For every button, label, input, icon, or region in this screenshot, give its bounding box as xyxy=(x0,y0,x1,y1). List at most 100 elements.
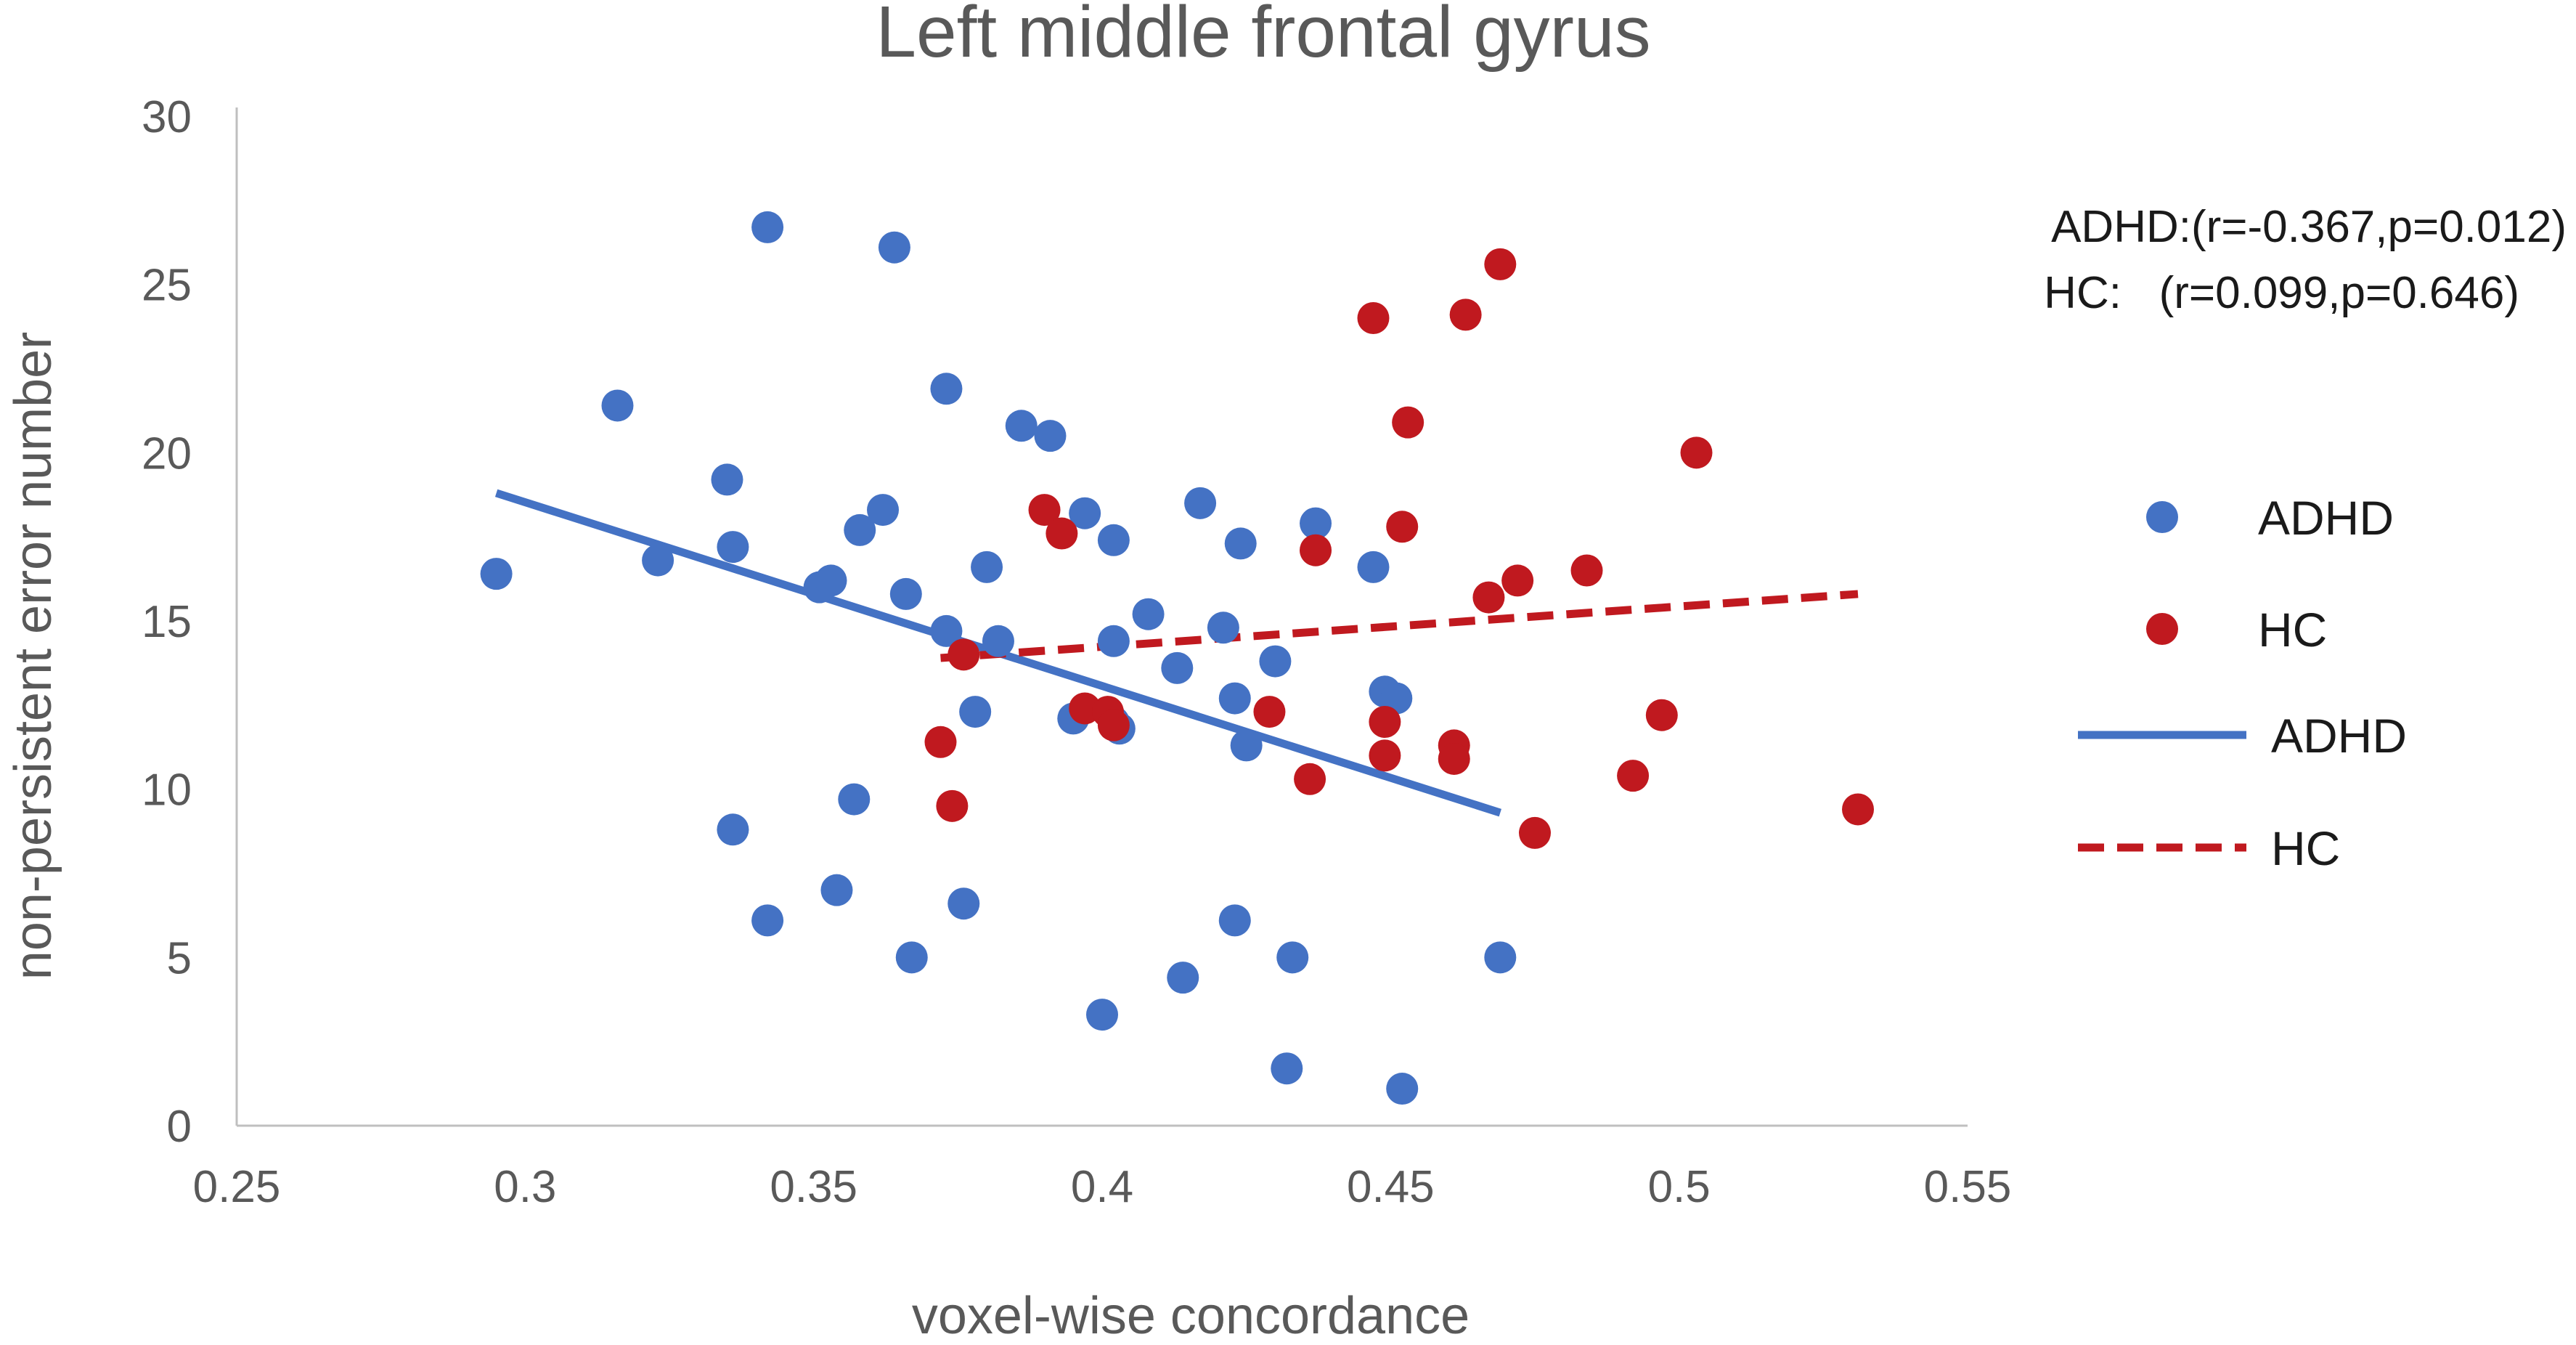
point-adhd xyxy=(1276,941,1309,974)
point-hc xyxy=(1046,517,1078,550)
y-tick-label: 30 xyxy=(142,92,192,142)
point-adhd xyxy=(711,463,743,496)
point-hc xyxy=(1253,696,1286,728)
point-adhd xyxy=(751,211,784,243)
point-adhd xyxy=(1097,625,1130,657)
legend-label: ADHD xyxy=(2258,491,2394,545)
legend-label: ADHD xyxy=(2271,709,2407,763)
legend-entry-hc-marker: HC xyxy=(2146,603,2327,657)
point-adhd xyxy=(1230,729,1263,762)
point-adhd xyxy=(930,373,963,405)
y-tick-label: 0 xyxy=(167,1102,192,1152)
point-hc xyxy=(1300,534,1332,566)
legend-entry-adhd-marker: ADHD xyxy=(2146,491,2394,545)
point-hc xyxy=(936,789,969,822)
y-axis-label: non-persistent error number xyxy=(4,332,62,980)
annotation-adhd-stats: ADHD:(r=-0.367,p=0.012) xyxy=(2051,202,2567,252)
point-adhd xyxy=(878,231,910,264)
legend-entry-adhd-line: ADHD xyxy=(2078,709,2407,763)
data-points xyxy=(480,211,1875,1105)
correlation-annotations: ADHD:(r=-0.367,p=0.012) HC: (r=0.099,p=0… xyxy=(2044,202,2567,318)
point-adhd xyxy=(838,783,871,816)
point-hc xyxy=(924,726,957,758)
point-hc xyxy=(1097,709,1130,741)
point-adhd xyxy=(1218,682,1251,715)
point-adhd xyxy=(1132,598,1165,630)
point-hc xyxy=(1570,554,1603,587)
point-hc xyxy=(1519,816,1551,849)
point-adhd xyxy=(815,564,847,597)
point-adhd xyxy=(1218,904,1251,937)
point-hc xyxy=(1357,302,1390,334)
x-axis-label: voxel-wise concordance xyxy=(912,1287,1470,1345)
tick-labels: 0.25 0.3 0.35 0.4 0.45 0.5 0.55 0 5 10 15 20 25 30 xyxy=(142,92,2011,1212)
point-adhd xyxy=(971,550,1003,583)
annotation-hc-stats: HC: (r=0.099,p=0.646) xyxy=(2044,268,2519,318)
point-adhd xyxy=(889,577,922,610)
point-adhd xyxy=(1207,611,1239,644)
point-hc xyxy=(1680,436,1713,469)
point-hc xyxy=(1501,564,1534,597)
point-hc xyxy=(1294,763,1326,795)
legend-label: HC xyxy=(2271,821,2340,875)
trendline-hc xyxy=(940,590,1859,662)
y-tick-label: 10 xyxy=(142,765,192,816)
point-adhd xyxy=(1086,999,1118,1031)
point-hc xyxy=(1645,699,1678,731)
point-adhd xyxy=(1357,550,1390,583)
y-tick-label: 25 xyxy=(142,261,192,311)
point-hc xyxy=(1386,511,1419,543)
point-hc xyxy=(1484,248,1517,280)
point-adhd xyxy=(601,389,634,422)
x-tick-label: 0.25 xyxy=(193,1162,281,1212)
point-adhd xyxy=(930,614,963,647)
point-hc xyxy=(1472,581,1505,614)
point-hc xyxy=(1842,793,1875,826)
point-hc xyxy=(1617,760,1650,792)
point-adhd xyxy=(1300,507,1332,540)
point-hc xyxy=(1392,406,1424,439)
point-adhd xyxy=(480,558,513,590)
point-adhd xyxy=(982,625,1014,657)
point-adhd xyxy=(717,531,749,564)
point-adhd xyxy=(1161,651,1194,684)
point-hc xyxy=(1449,298,1482,331)
y-tick-label: 20 xyxy=(142,428,192,479)
point-adhd xyxy=(1259,645,1292,678)
point-adhd xyxy=(1069,497,1101,529)
legend-swatch-marker xyxy=(2146,501,2178,533)
point-adhd xyxy=(1386,1073,1419,1105)
legend-entry-hc-line: HC xyxy=(2078,821,2340,875)
point-adhd xyxy=(1005,410,1038,442)
point-hc xyxy=(1028,494,1061,527)
point-adhd xyxy=(820,874,853,906)
y-tick-label: 5 xyxy=(167,933,192,983)
axes xyxy=(235,107,1968,1127)
point-hc xyxy=(1438,742,1470,775)
point-adhd xyxy=(717,813,749,846)
point-adhd xyxy=(751,904,784,937)
point-adhd xyxy=(895,941,928,974)
point-adhd xyxy=(1097,524,1130,556)
point-adhd xyxy=(959,696,992,728)
y-tick-label: 15 xyxy=(142,597,192,647)
point-adhd xyxy=(844,513,876,546)
point-adhd xyxy=(1034,420,1067,452)
x-tick-label: 0.45 xyxy=(1347,1162,1435,1212)
legend-swatch-marker xyxy=(2146,613,2178,645)
point-adhd xyxy=(1167,962,1199,994)
point-adhd xyxy=(1224,527,1257,560)
x-tick-label: 0.4 xyxy=(1071,1162,1133,1212)
x-tick-label: 0.35 xyxy=(770,1162,857,1212)
point-hc xyxy=(947,638,980,671)
point-adhd xyxy=(642,544,674,577)
x-tick-label: 0.3 xyxy=(494,1162,556,1212)
point-adhd xyxy=(947,887,980,920)
legend: ADHD HC ADHD HC xyxy=(2078,491,2407,875)
chart-title: Left middle frontal gyrus xyxy=(876,0,1650,73)
point-adhd xyxy=(1271,1052,1303,1085)
point-adhd xyxy=(867,494,900,527)
point-hc xyxy=(1369,739,1401,772)
